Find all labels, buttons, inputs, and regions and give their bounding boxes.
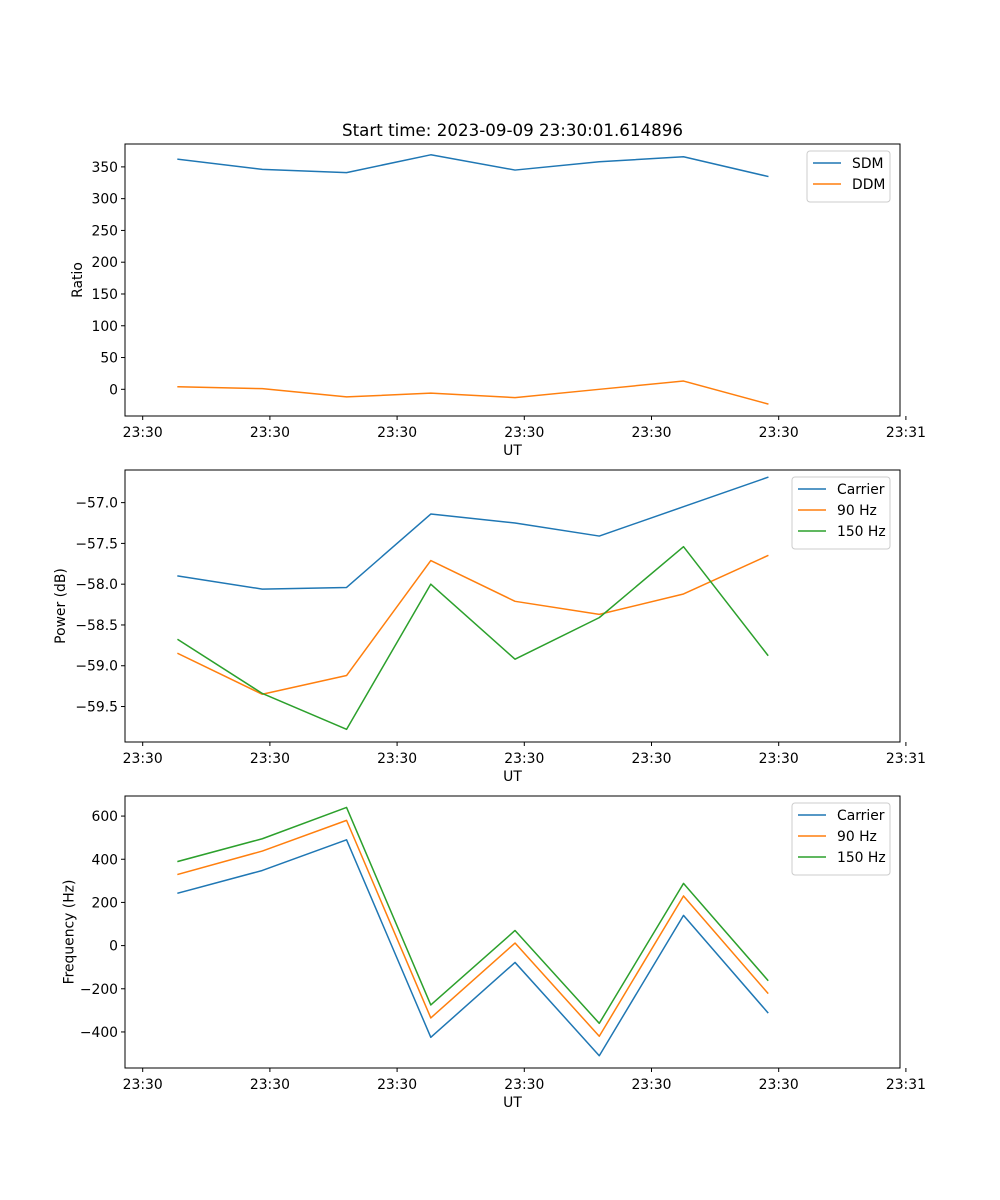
x-axis-label: UT: [503, 1095, 522, 1111]
panels: 0 50 100 150 200 250 300 350 23:30 23:30 23:30 23:3…: [53, 143, 926, 1111]
x-tick-label: 23:30: [759, 425, 799, 441]
series-line-90-hz: [177, 554, 769, 696]
y-tick-label: 300: [91, 192, 118, 208]
legend: Carrier 90 Hz 150 Hz: [791, 802, 891, 876]
series-line-sdm: [177, 154, 769, 178]
legend-label: DDM: [852, 177, 885, 193]
x-tick-label: 23:31: [886, 751, 926, 767]
x-tick-label: 23:30: [123, 1077, 163, 1093]
x-tick-label: 23:30: [250, 751, 290, 767]
x-tick-label: 23:30: [631, 425, 671, 441]
x-tick-label: 23:31: [886, 425, 926, 441]
y-tick-label: 50: [100, 351, 118, 367]
x-tick-label: 23:30: [504, 425, 544, 441]
y-tick-label: −58.0: [75, 577, 118, 593]
x-tick-label: 23:30: [631, 1077, 671, 1093]
x-axis-label: UT: [503, 769, 522, 785]
x-tick-label: 23:30: [123, 751, 163, 767]
legend-label: SDM: [852, 156, 884, 172]
y-tick-label: −200: [80, 982, 118, 998]
x-tick-label: 23:30: [631, 751, 671, 767]
y-tick-label: 200: [91, 255, 118, 271]
legend-label: 90 Hz: [837, 829, 877, 845]
legend-label: 150 Hz: [837, 524, 886, 540]
legend-label: Carrier: [837, 482, 885, 498]
chart-panel-3: −400 −200 0 200 400 600 23:30 23:30 23:30 23:30 23…: [62, 795, 926, 1111]
legend: SDM DDM: [806, 150, 891, 203]
y-tick-label: −400: [80, 1025, 118, 1041]
y-tick-label: −59.5: [75, 700, 118, 716]
legend-label: 150 Hz: [837, 850, 886, 866]
x-tick-label: 23:30: [377, 425, 417, 441]
x-tick-label: 23:30: [504, 751, 544, 767]
x-tick-label: 23:30: [504, 1077, 544, 1093]
plot-area: [124, 795, 901, 1069]
plot-area: [124, 143, 901, 417]
y-tick-label: 0: [109, 382, 118, 398]
y-tick-label: 0: [109, 939, 118, 955]
x-tick-label: 23:30: [250, 425, 290, 441]
plot-area: [124, 469, 901, 743]
y-tick-label: −59.0: [75, 659, 118, 675]
legend: Carrier 90 Hz 150 Hz: [791, 476, 891, 550]
series-line-carrier: [177, 839, 769, 1057]
series-line-150-hz: [177, 806, 769, 1025]
y-tick-label: 250: [91, 223, 118, 239]
y-tick-label: −57.0: [75, 496, 118, 512]
y-tick-label: −58.5: [75, 618, 118, 634]
x-tick-label: 23:30: [759, 751, 799, 767]
series-line-carrier: [177, 476, 769, 590]
chart-panel-1: 0 50 100 150 200 250 300 350 23:30 23:30 23:30 23:3…: [70, 143, 926, 459]
series-line-90-hz: [177, 819, 769, 1038]
x-tick-label: 23:30: [377, 751, 417, 767]
y-tick-label: −57.5: [75, 536, 118, 552]
x-tick-label: 23:30: [759, 1077, 799, 1093]
y-axis-label: Ratio: [70, 262, 86, 298]
y-tick-label: 350: [91, 160, 118, 176]
series-line-ddm: [177, 380, 769, 405]
y-tick-label: 200: [91, 895, 118, 911]
x-tick-label: 23:30: [123, 425, 163, 441]
y-tick-label: 150: [91, 287, 118, 303]
x-tick-label: 23:30: [377, 1077, 417, 1093]
y-tick-label: 600: [91, 809, 118, 825]
y-tick-label: 400: [91, 852, 118, 868]
series-line-150-hz: [177, 545, 769, 731]
legend-label: Carrier: [837, 808, 885, 824]
chart-panel-2: −59.5 −59.0 −58.5 −58.0 −57.5 −57.0 23:30 23:30…: [53, 469, 926, 785]
chart-title: Start time: 2023-09-09 23:30:01.614896: [342, 120, 683, 140]
legend-label: 90 Hz: [837, 503, 877, 519]
y-axis-label: Frequency (Hz): [62, 880, 78, 985]
x-tick-label: 23:31: [886, 1077, 926, 1093]
x-axis-label: UT: [503, 443, 522, 459]
x-tick-label: 23:30: [250, 1077, 290, 1093]
y-axis-label: Power (dB): [53, 568, 69, 644]
y-tick-label: 100: [91, 319, 118, 335]
